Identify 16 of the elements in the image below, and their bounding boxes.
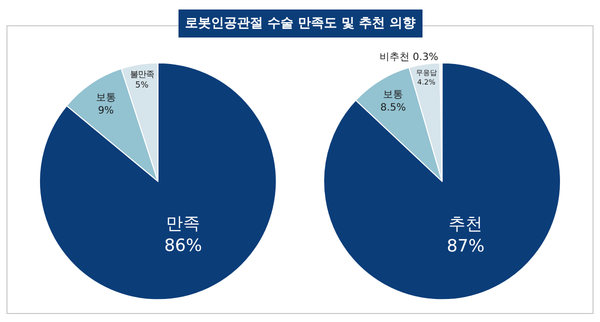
data-label: 4.2% [417, 77, 436, 86]
slice-label: 불만족 [130, 68, 154, 79]
data-label: 87% [446, 236, 484, 257]
pie-slice [39, 62, 277, 300]
slice-label: 추천 [448, 214, 483, 235]
data-label: 86% [164, 236, 202, 256]
slice-label: 보통 [383, 89, 404, 100]
chart-title: 로봇인공관절 수술 만족도 및 추천 의향 [185, 16, 416, 31]
data-label: 8.5% [380, 102, 406, 114]
data-label: 5% [135, 80, 149, 90]
slice-label: 만족 [166, 214, 200, 234]
slice-label: 무응답 [416, 68, 437, 77]
data-label: 9% [98, 106, 114, 117]
slice-label: 비추천 0.3% [380, 52, 438, 63]
slice-label: 보통 [96, 92, 116, 104]
pie-slice [323, 62, 561, 300]
